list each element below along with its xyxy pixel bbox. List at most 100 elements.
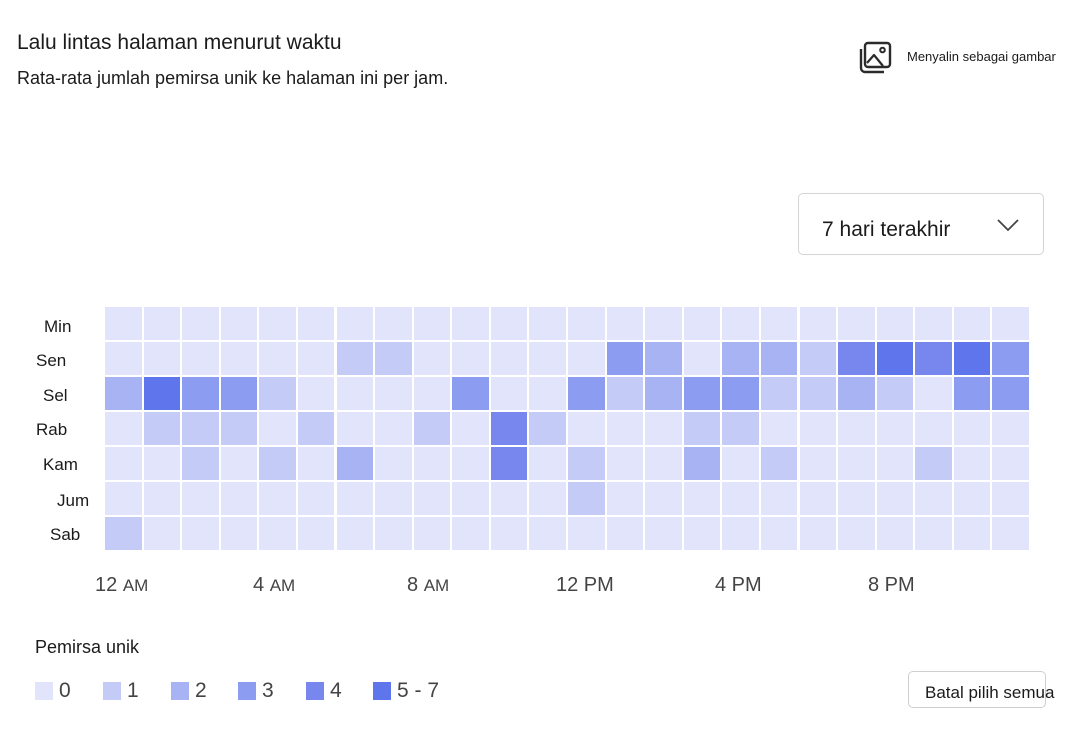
heatmap-cell-kam-19[interactable] xyxy=(838,447,875,480)
heatmap-cell-jum-21[interactable] xyxy=(915,482,952,515)
heatmap-cell-min-18[interactable] xyxy=(799,307,837,340)
heatmap-cell-min-10[interactable] xyxy=(490,307,528,340)
heatmap-cell-sen-17[interactable] xyxy=(760,342,798,375)
heatmap-cell-kam-9[interactable] xyxy=(452,447,489,480)
heatmap-cell-sab-18[interactable] xyxy=(799,517,837,550)
heatmap-cell-jum-15[interactable] xyxy=(683,482,721,515)
heatmap-cell-min-13[interactable] xyxy=(606,307,644,340)
heatmap-cell-rab-9[interactable] xyxy=(452,412,489,445)
heatmap-cell-kam-6[interactable] xyxy=(336,447,374,480)
heatmap-cell-sen-22[interactable] xyxy=(953,342,991,375)
heatmap-cell-jum-8[interactable] xyxy=(413,482,451,515)
heatmap-cell-min-3[interactable] xyxy=(220,307,258,340)
heatmap-cell-min-9[interactable] xyxy=(452,307,489,340)
heatmap-cell-min-14[interactable] xyxy=(645,307,682,340)
heatmap-cell-sel-14[interactable] xyxy=(645,377,682,410)
heatmap-cell-min-7[interactable] xyxy=(375,307,412,340)
heatmap-cell-sab-2[interactable] xyxy=(182,517,219,550)
heatmap-cell-kam-5[interactable] xyxy=(297,447,335,480)
heatmap-cell-sel-8[interactable] xyxy=(413,377,451,410)
heatmap-cell-rab-18[interactable] xyxy=(799,412,837,445)
heatmap-cell-sel-11[interactable] xyxy=(529,377,566,410)
heatmap-cell-sab-21[interactable] xyxy=(915,517,952,550)
heatmap-cell-sab-14[interactable] xyxy=(645,517,682,550)
heatmap-cell-rab-10[interactable] xyxy=(490,412,528,445)
heatmap-cell-min-15[interactable] xyxy=(683,307,721,340)
heatmap-cell-sen-6[interactable] xyxy=(336,342,374,375)
heatmap-cell-rab-13[interactable] xyxy=(606,412,644,445)
heatmap-cell-sen-2[interactable] xyxy=(182,342,219,375)
heatmap-cell-jum-7[interactable] xyxy=(375,482,412,515)
heatmap-cell-jum-4[interactable] xyxy=(259,482,296,515)
heatmap-cell-min-1[interactable] xyxy=(143,307,181,340)
heatmap-cell-kam-22[interactable] xyxy=(953,447,991,480)
heatmap-cell-min-23[interactable] xyxy=(992,307,1029,340)
heatmap-cell-min-17[interactable] xyxy=(760,307,798,340)
heatmap-cell-rab-11[interactable] xyxy=(529,412,566,445)
copy-as-image-button[interactable]: Menyalin sebagai gambar xyxy=(858,40,1070,76)
heatmap-cell-sel-12[interactable] xyxy=(568,377,605,410)
heatmap-cell-kam-0[interactable] xyxy=(105,447,142,480)
heatmap-cell-sen-12[interactable] xyxy=(568,342,605,375)
heatmap-cell-sen-4[interactable] xyxy=(259,342,296,375)
heatmap-cell-sab-22[interactable] xyxy=(953,517,991,550)
heatmap-cell-jum-2[interactable] xyxy=(182,482,219,515)
heatmap-cell-sab-20[interactable] xyxy=(876,517,914,550)
heatmap-cell-rab-21[interactable] xyxy=(915,412,952,445)
heatmap-cell-kam-2[interactable] xyxy=(182,447,219,480)
heatmap-cell-min-16[interactable] xyxy=(722,307,759,340)
heatmap-cell-sel-0[interactable] xyxy=(105,377,142,410)
heatmap-cell-jum-9[interactable] xyxy=(452,482,489,515)
heatmap-cell-min-0[interactable] xyxy=(105,307,142,340)
heatmap-cell-sel-19[interactable] xyxy=(838,377,875,410)
heatmap-cell-sel-7[interactable] xyxy=(375,377,412,410)
heatmap-cell-sab-5[interactable] xyxy=(297,517,335,550)
heatmap-cell-min-22[interactable] xyxy=(953,307,991,340)
heatmap-cell-rab-2[interactable] xyxy=(182,412,219,445)
heatmap-cell-jum-22[interactable] xyxy=(953,482,991,515)
deselect-all-button[interactable]: Batal pilih semua xyxy=(908,671,1054,708)
heatmap-cell-kam-20[interactable] xyxy=(876,447,914,480)
heatmap-cell-sel-13[interactable] xyxy=(606,377,644,410)
heatmap-cell-sab-9[interactable] xyxy=(452,517,489,550)
heatmap-cell-rab-17[interactable] xyxy=(760,412,798,445)
heatmap-cell-sab-10[interactable] xyxy=(490,517,528,550)
heatmap-cell-jum-19[interactable] xyxy=(838,482,875,515)
heatmap-cell-jum-10[interactable] xyxy=(490,482,528,515)
heatmap-cell-jum-18[interactable] xyxy=(799,482,837,515)
heatmap-cell-rab-4[interactable] xyxy=(259,412,296,445)
heatmap-cell-min-21[interactable] xyxy=(915,307,952,340)
heatmap-cell-rab-0[interactable] xyxy=(105,412,142,445)
heatmap-cell-sab-16[interactable] xyxy=(722,517,759,550)
heatmap-cell-sel-22[interactable] xyxy=(953,377,991,410)
heatmap-cell-jum-16[interactable] xyxy=(722,482,759,515)
heatmap-cell-kam-13[interactable] xyxy=(606,447,644,480)
heatmap-cell-sen-8[interactable] xyxy=(413,342,451,375)
heatmap-cell-jum-13[interactable] xyxy=(606,482,644,515)
heatmap-cell-sel-18[interactable] xyxy=(799,377,837,410)
heatmap-cell-min-5[interactable] xyxy=(297,307,335,340)
heatmap-cell-sen-21[interactable] xyxy=(915,342,952,375)
heatmap-cell-sab-15[interactable] xyxy=(683,517,721,550)
heatmap-cell-sen-3[interactable] xyxy=(220,342,258,375)
heatmap-cell-rab-16[interactable] xyxy=(722,412,759,445)
heatmap-cell-sab-1[interactable] xyxy=(143,517,181,550)
heatmap-cell-jum-5[interactable] xyxy=(297,482,335,515)
heatmap-cell-sel-5[interactable] xyxy=(297,377,335,410)
time-range-dropdown[interactable]: 7 hari terakhir xyxy=(798,193,1044,255)
heatmap-cell-sab-6[interactable] xyxy=(336,517,374,550)
heatmap-cell-sel-23[interactable] xyxy=(992,377,1029,410)
heatmap-cell-sab-11[interactable] xyxy=(529,517,566,550)
heatmap-cell-min-6[interactable] xyxy=(336,307,374,340)
heatmap-cell-jum-11[interactable] xyxy=(529,482,566,515)
heatmap-cell-jum-14[interactable] xyxy=(645,482,682,515)
heatmap-cell-kam-3[interactable] xyxy=(220,447,258,480)
heatmap-cell-min-12[interactable] xyxy=(568,307,605,340)
heatmap-cell-kam-1[interactable] xyxy=(143,447,181,480)
heatmap-cell-sen-19[interactable] xyxy=(838,342,875,375)
heatmap-cell-sab-4[interactable] xyxy=(259,517,296,550)
heatmap-cell-kam-16[interactable] xyxy=(722,447,759,480)
heatmap-cell-kam-8[interactable] xyxy=(413,447,451,480)
heatmap-cell-sel-3[interactable] xyxy=(220,377,258,410)
heatmap-cell-min-2[interactable] xyxy=(182,307,219,340)
